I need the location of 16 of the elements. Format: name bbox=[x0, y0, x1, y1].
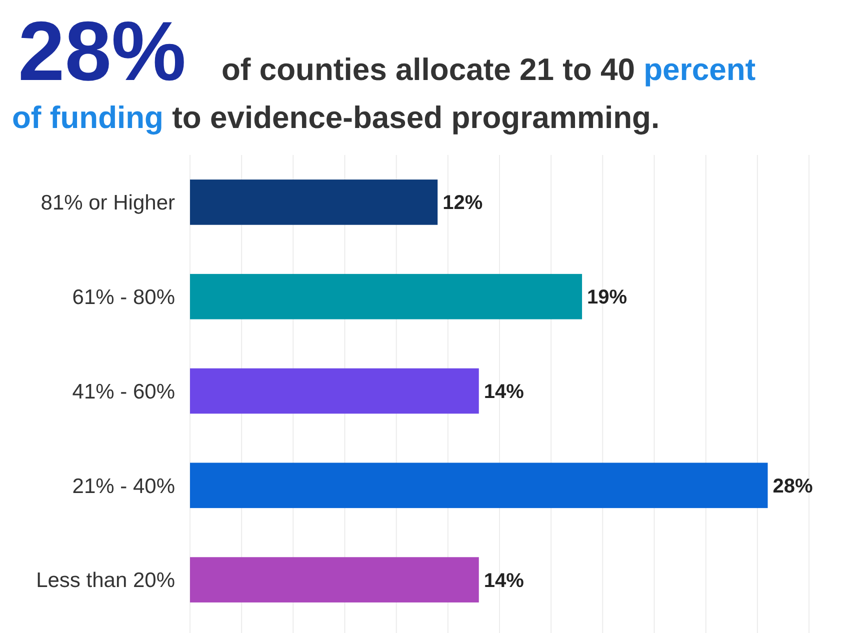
data-label: 28% bbox=[772, 475, 813, 498]
chart-title: 28% of counties allocate 21 to 40 percent of funding to evidence-based programming. bbox=[12, 4, 756, 135]
bar bbox=[190, 368, 479, 414]
bar bbox=[190, 274, 582, 320]
data-label: 14% bbox=[484, 570, 524, 592]
data-label: 14% bbox=[484, 381, 524, 403]
bar bbox=[190, 557, 479, 602]
data-label: 12% bbox=[442, 192, 483, 214]
y-tick-label: 41% - 60% bbox=[72, 380, 175, 404]
data-label: 19% bbox=[587, 286, 628, 309]
y-tick-label: Less than 20% bbox=[36, 569, 175, 592]
y-tick-label: 21% - 40% bbox=[72, 474, 175, 498]
bar bbox=[190, 180, 438, 225]
y-tick-label: 81% or Higher bbox=[40, 192, 176, 215]
bar bbox=[190, 462, 768, 508]
y-tick-label: 61% - 80% bbox=[72, 286, 175, 309]
